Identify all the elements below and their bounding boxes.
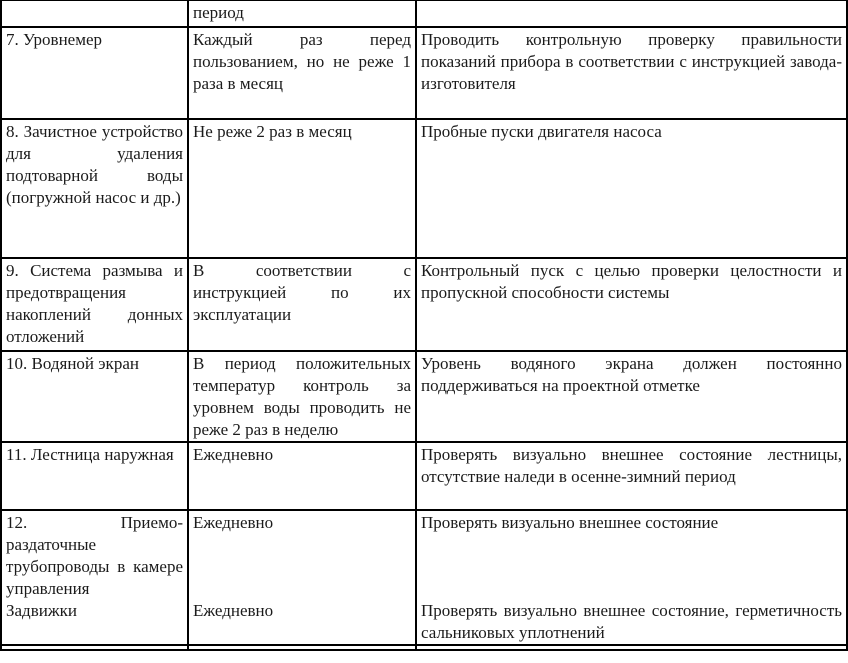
action-second-entry: Проверять визуально внешнее состояние, г… (421, 600, 842, 642)
cell-item-continuation (0, 0, 189, 28)
table-row: 8. Зачистное устройство для удаления под… (0, 117, 848, 259)
item-second-entry: Задвижки (6, 600, 77, 620)
cell-period: В период положительных температур контро… (187, 349, 417, 443)
cell-period: Не реже 2 раз в месяц (187, 117, 417, 259)
cell-action: Контрольный пуск с целью проверки целост… (415, 256, 848, 352)
table-row-continuation: период (0, 0, 848, 28)
cell-period: В соответствии с инструкцией по их экспл… (187, 256, 417, 352)
period-second-entry: Ежедневно (193, 600, 274, 620)
cell-action-clipped (415, 643, 848, 651)
cell-period-clipped (187, 643, 417, 651)
cell-item-clipped (0, 643, 189, 651)
cell-item: 9. Система размыва и предотвращения нако… (0, 256, 189, 352)
table-row: 11. Лестница наружная Ежедневно Проверят… (0, 440, 848, 511)
cell-item: 8. Зачистное устройство для удаления под… (0, 117, 189, 259)
cell-action: Пробные пуски двигателя насоса (415, 117, 848, 259)
cell-action: Уровень водяного экрана должен постоянно… (415, 349, 848, 443)
cell-action-continuation (415, 0, 848, 28)
table-row: 10. Водяной экран В период положительных… (0, 349, 848, 443)
table-row-clipped (0, 643, 848, 651)
action-first-entry: Проверять визуально внешнее состояние (421, 512, 719, 532)
cell-period: Каждый раз перед пользованием, но не реж… (187, 25, 417, 120)
period-first-entry: Ежедневно (193, 512, 274, 532)
cell-item: 12. Приемо-раздаточные трубопроводы в ка… (0, 508, 189, 646)
cell-action: Проверять визуально внешнее состояние Пр… (415, 508, 848, 646)
cell-item: 7. Уровнемер (0, 25, 189, 120)
table-row-double: 12. Приемо-раздаточные трубопроводы в ка… (0, 508, 848, 646)
cell-period: Ежедневно (187, 440, 417, 511)
cell-item: 10. Водяной экран (0, 349, 189, 443)
cell-period: Ежедневно Ежедневно (187, 508, 417, 646)
table-row: 7. Уровнемер Каждый раз перед пользовани… (0, 25, 848, 120)
cell-period-continuation: период (187, 0, 417, 28)
item-first-entry: 12. Приемо-раздаточные трубопроводы в ка… (6, 512, 183, 598)
cell-action: Проверять визуально внешнее состояние ле… (415, 440, 848, 511)
cell-item: 11. Лестница наружная (0, 440, 189, 511)
table-row: 9. Система размыва и предотвращения нако… (0, 256, 848, 352)
cell-action: Проводить контрольную проверку правильно… (415, 25, 848, 120)
